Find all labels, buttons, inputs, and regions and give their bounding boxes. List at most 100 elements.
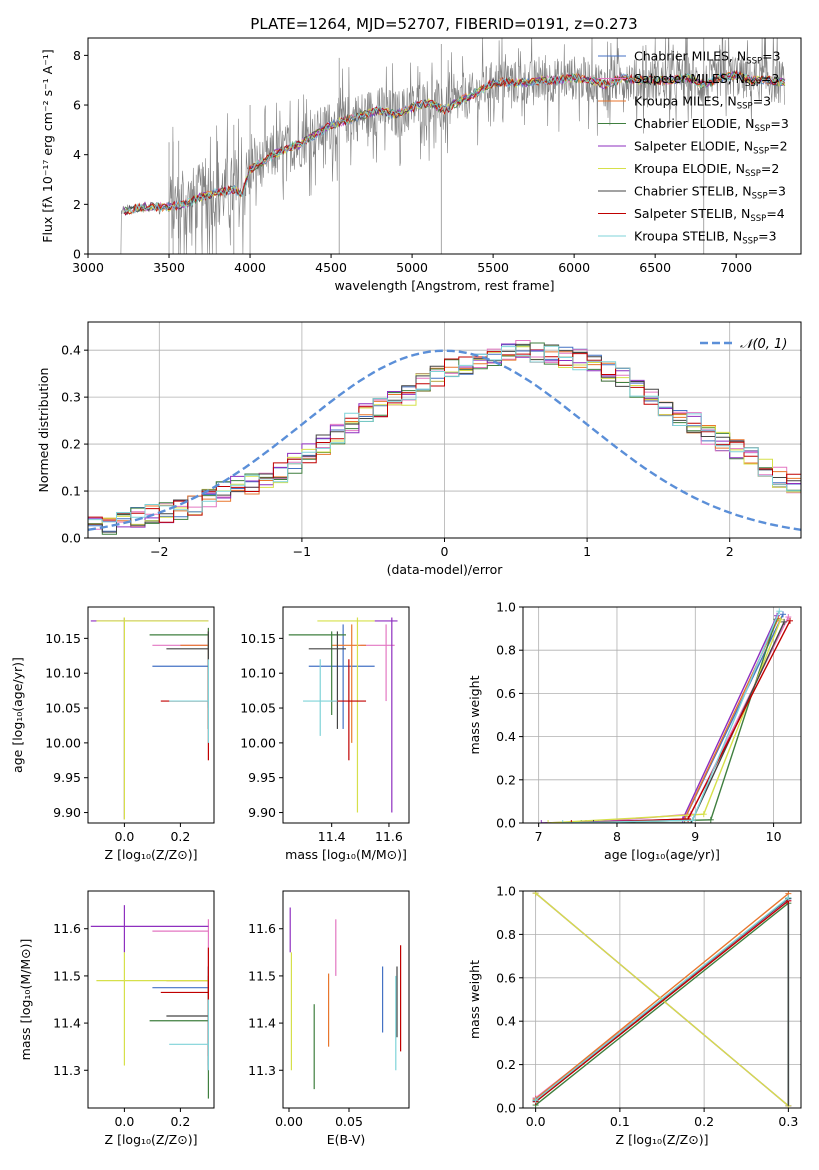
y-tick-label: 11.3 [248,1063,276,1078]
x-tick-label: 7000 [720,260,752,275]
legend-entry: Chabrier ELODIE, NSSP=3 [634,116,789,134]
histogram-series [88,351,801,523]
y-tick-label: 11.5 [53,968,81,983]
grid [88,322,801,538]
axes-frame: 3000 3500 4000 4500 5000 5500 6000 6500 7000 0 2 4 6… [40,37,802,293]
y-tick-label: 0.3 [61,390,81,405]
legend-entry: Salpeter STELIB, NSSP=4 [634,206,785,224]
axes-frame: 0.00 0.05 11.3 11.4 11.5 11.6 E(B-V) [248,890,410,1147]
weight-line [535,902,789,1106]
y-tick-label: 10.15 [45,631,81,646]
y-tick-label: 8 [73,48,81,63]
plot-area [288,617,398,813]
plot-area [523,607,801,823]
y-tick-label: 0.0 [496,1101,516,1116]
x-tick-label: 0.00 [275,1114,303,1129]
axes-frame: −2 −1 0 1 2 0.0 0.1 0.2 0.3 0.4 (data-model)/error… [36,321,802,577]
x-tick-label: 0.3 [778,1114,798,1129]
x-tick-label: 6000 [558,260,590,275]
y-tick-label: 0.6 [496,970,516,985]
x-tick-label: −2 [150,544,168,559]
weight-line [593,621,785,823]
x-tick-label: 11.4 [318,829,346,844]
y-tick-label: 10.10 [240,666,276,681]
model-fit-line [123,70,786,215]
mass-z-panel: 0.0 0.2 11.3 11.4 11.5 11.6 Z [log₁₀(Z/Z⊙)] mas… [18,890,215,1147]
x-tick-label: 10 [766,829,782,844]
x-axis-label: Z [log₁₀(Z/Z⊙)] [616,1132,709,1147]
axes-frame: 0.0 0.2 9.90 9.95 10.00 10.05 10.10 10.15 Z [log… [10,606,215,862]
y-tick-label: 0.2 [496,772,516,787]
x-tick-label: 7 [535,829,543,844]
axes-border [522,890,802,1109]
y-tick-label: 0.4 [496,729,516,744]
y-tick-label: 0.2 [496,1057,516,1072]
spectrum-legend: Chabrier MILES, NSSP=3 Salpeter MILES, NS… [598,49,789,247]
x-axis-label: Z [log₁₀(Z/Z⊙)] [105,1132,198,1147]
axes-border [522,606,802,824]
x-tick-label: 1 [583,544,591,559]
y-axis-label: age [log₁₀(age/yr)] [10,657,25,773]
histogram-series [88,342,801,535]
weight-line [598,618,780,823]
legend-entry: Kroupa MILES, NSSP=3 [634,94,771,112]
x-tick-label: 0.1 [610,1114,630,1129]
y-tick-label: 0.4 [61,343,81,358]
plot-area [523,891,801,1108]
x-axis-label: E(B-V) [327,1132,366,1147]
y-tick-label: 2 [73,197,81,212]
axes-frame: 0.0 0.1 0.2 0.3 0.0 0.2 0.4 0.6 0.8 1.0 Z [log₁₀(Z… [467,884,802,1147]
x-tick-label: 5500 [477,260,509,275]
y-axis-label: Flux [fλ 10⁻¹⁷ erg cm⁻² s⁻¹ A⁻¹] [40,49,55,242]
y-tick-label: 0.0 [496,816,516,831]
y-tick-label: 0.4 [496,1014,516,1029]
x-tick-label: 2 [726,544,734,559]
y-tick-label: 11.4 [248,1016,276,1031]
grid [523,607,801,823]
axes-border [87,606,215,824]
y-tick-label: 0 [73,247,81,262]
plot-area [289,907,402,1090]
y-tick-label: 9.95 [248,770,276,785]
x-tick-label: 3500 [153,260,185,275]
x-tick-label: 4000 [234,260,266,275]
legend-entry: Chabrier STELIB, NSSP=3 [634,184,786,202]
y-tick-label: 0.8 [496,643,516,658]
legend-entry: Salpeter MILES, NSSP=3 [634,71,779,89]
x-tick-label: 3000 [72,260,104,275]
axes-border [87,37,802,255]
spectrum-panel: 3000 3500 4000 4500 5000 5500 6000 6500 7000 0 2 4 6… [40,37,802,293]
y-tick-label: 10.05 [240,701,276,716]
x-tick-label: 0.2 [694,1114,714,1129]
y-tick-label: 11.3 [53,1063,81,1078]
plot-area [90,905,209,1099]
x-tick-label: 0.0 [526,1114,546,1129]
plot-area [88,322,801,538]
figure-title: PLATE=1264, MJD=52707, FIBERID=0191, z=0… [250,15,637,33]
y-axis-label: mass [log₁₀(M/M⊙)] [18,939,33,1061]
weight-line [581,619,777,823]
x-axis-label: wavelength [Angstrom, rest frame] [334,278,554,293]
y-tick-label: 1.0 [496,600,516,615]
y-tick-label: 6 [73,98,81,113]
y-tick-label: 9.95 [53,770,81,785]
y-tick-label: 10.15 [240,631,276,646]
y-tick-label: 0.2 [61,437,81,452]
y-tick-label: 11.5 [248,968,276,983]
x-tick-label: 0.2 [170,829,190,844]
axes-frame: 0.0 0.2 11.3 11.4 11.5 11.6 Z [log₁₀(Z/Z⊙)] mas… [18,890,215,1147]
x-tick-label: 9 [691,829,699,844]
histogram-series [88,349,801,528]
histogram-series [88,345,801,523]
weight-line [535,897,789,1101]
histogram-series [88,340,801,530]
axes-border [87,890,215,1109]
normal-curve [88,349,801,531]
x-tick-label: 0.2 [170,1114,190,1129]
x-axis-label: (data-model)/error [387,562,504,577]
x-tick-label: −1 [293,544,311,559]
model-fit-line [123,72,786,215]
age-z-panel: 0.0 0.2 9.90 9.95 10.00 10.05 10.10 10.15 Z [log… [10,606,215,862]
axes-border [282,606,410,824]
